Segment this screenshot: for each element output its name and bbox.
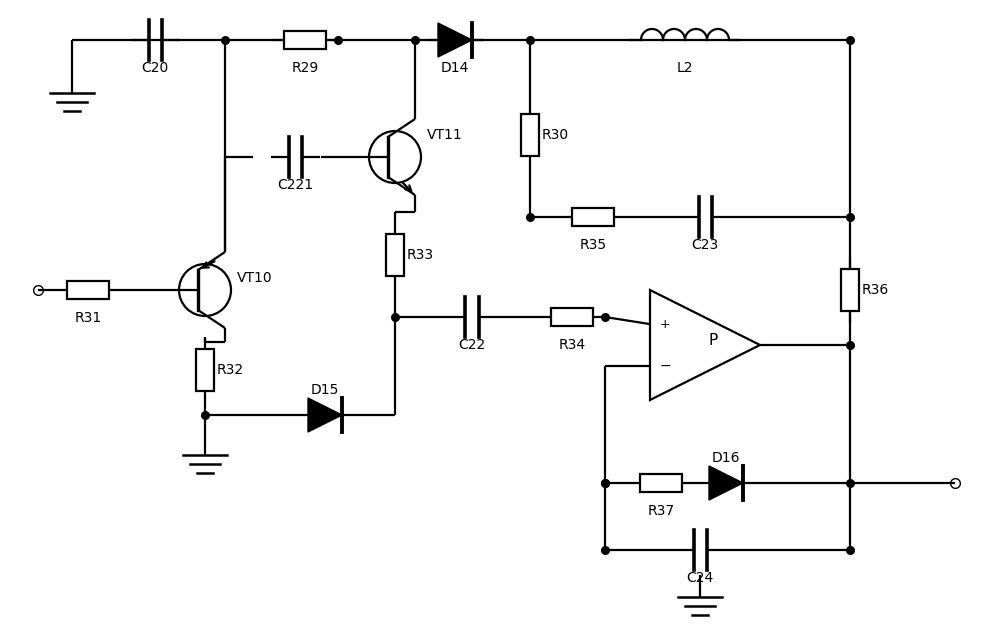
Text: R37: R37 (647, 504, 675, 518)
Bar (386, 234, 404, 276)
Polygon shape (709, 466, 743, 500)
Text: C221: C221 (277, 178, 313, 192)
Text: R33: R33 (406, 248, 434, 262)
Bar (640, 474, 682, 492)
Text: C20: C20 (141, 61, 169, 75)
Bar (841, 269, 859, 311)
Polygon shape (438, 23, 472, 57)
Text: R31: R31 (74, 311, 102, 325)
Text: R35: R35 (579, 238, 607, 252)
Text: D15: D15 (311, 383, 339, 397)
Text: C23: C23 (691, 238, 719, 252)
Text: VT11: VT11 (427, 128, 463, 142)
Text: C24: C24 (686, 571, 714, 585)
Text: D16: D16 (712, 451, 740, 465)
Bar (284, 31, 326, 49)
Text: R29: R29 (291, 61, 319, 75)
Bar (572, 208, 614, 226)
Text: VT10: VT10 (237, 271, 273, 285)
Bar (196, 349, 214, 391)
Text: R36: R36 (861, 283, 889, 297)
Text: L2: L2 (677, 61, 693, 75)
Text: R30: R30 (541, 128, 569, 142)
Text: C22: C22 (458, 338, 486, 352)
Text: −: − (659, 359, 671, 373)
Polygon shape (308, 398, 342, 432)
Text: P: P (708, 332, 718, 348)
Bar (551, 308, 593, 326)
Text: R32: R32 (216, 363, 244, 377)
Text: +: + (660, 318, 670, 331)
Bar (521, 114, 539, 156)
Text: D14: D14 (441, 61, 469, 75)
Bar (67, 281, 109, 299)
Text: R34: R34 (558, 338, 586, 352)
